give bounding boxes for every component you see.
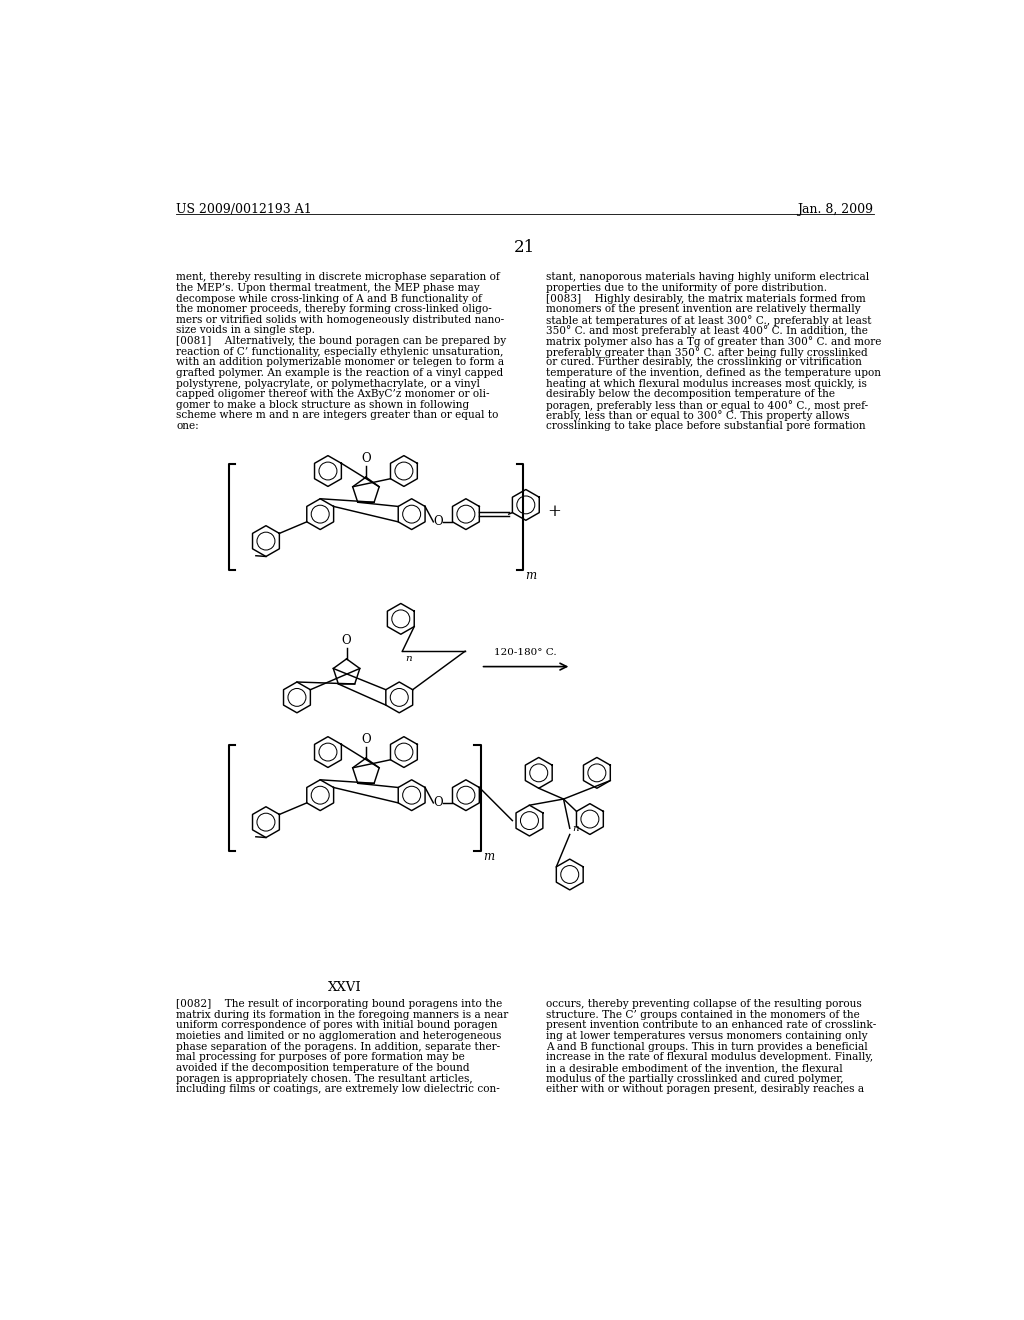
Text: heating at which flexural modulus increases most quickly, is: heating at which flexural modulus increa… [547, 379, 867, 388]
Text: +: + [547, 503, 561, 520]
Text: the MEP’s. Upon thermal treatment, the MEP phase may: the MEP’s. Upon thermal treatment, the M… [176, 282, 479, 293]
Text: O: O [433, 796, 442, 809]
Text: 120-180° C.: 120-180° C. [495, 648, 557, 656]
Text: including films or coatings, are extremely low dielectric con-: including films or coatings, are extreme… [176, 1084, 500, 1094]
Text: [0083]    Highly desirably, the matrix materials formed from: [0083] Highly desirably, the matrix mate… [547, 293, 866, 304]
Text: decompose while cross-linking of A and B functionality of: decompose while cross-linking of A and B… [176, 293, 482, 304]
Text: phase separation of the poragens. In addition, separate ther-: phase separation of the poragens. In add… [176, 1041, 500, 1052]
Text: O: O [361, 451, 371, 465]
Text: or cured. Further desirably, the crosslinking or vitrification: or cured. Further desirably, the crossli… [547, 358, 862, 367]
Text: moieties and limited or no agglomeration and heterogeneous: moieties and limited or no agglomeration… [176, 1031, 502, 1041]
Text: XXVI: XXVI [328, 981, 361, 994]
Text: polystyrene, polyacrylate, or polymethacrylate, or a vinyl: polystyrene, polyacrylate, or polymethac… [176, 379, 480, 388]
Text: occurs, thereby preventing collapse of the resulting porous: occurs, thereby preventing collapse of t… [547, 999, 862, 1010]
Text: O: O [433, 515, 442, 528]
Text: n: n [572, 824, 579, 833]
Text: size voids in a single step.: size voids in a single step. [176, 326, 315, 335]
Text: uniform correspondence of pores with initial bound poragen: uniform correspondence of pores with ini… [176, 1020, 498, 1031]
Text: with an addition polymerizable monomer or telegen to form a: with an addition polymerizable monomer o… [176, 358, 504, 367]
Text: increase in the rate of flexural modulus development. Finally,: increase in the rate of flexural modulus… [547, 1052, 873, 1063]
Text: m: m [483, 850, 494, 863]
Text: desirably below the decomposition temperature of the: desirably below the decomposition temper… [547, 389, 836, 399]
Text: US 2009/0012193 A1: US 2009/0012193 A1 [176, 203, 311, 216]
Text: matrix during its formation in the foregoing manners is a near: matrix during its formation in the foreg… [176, 1010, 508, 1020]
Text: mers or vitrified solids with homogeneously distributed nano-: mers or vitrified solids with homogeneou… [176, 315, 504, 325]
Text: capped oligomer thereof with the AxByC’z monomer or oli-: capped oligomer thereof with the AxByC’z… [176, 389, 489, 399]
Text: crosslinking to take place before substantial pore formation: crosslinking to take place before substa… [547, 421, 866, 432]
Text: stant, nanoporous materials having highly uniform electrical: stant, nanoporous materials having highl… [547, 272, 869, 282]
Text: m: m [525, 569, 537, 582]
Text: one:: one: [176, 421, 199, 432]
Text: the monomer proceeds, thereby forming cross-linked oligo-: the monomer proceeds, thereby forming cr… [176, 304, 492, 314]
Text: in a desirable embodiment of the invention, the flexural: in a desirable embodiment of the inventi… [547, 1063, 843, 1073]
Text: scheme where m and n are integers greater than or equal to: scheme where m and n are integers greate… [176, 411, 499, 421]
Text: [0081]    Alternatively, the bound poragen can be prepared by: [0081] Alternatively, the bound poragen … [176, 337, 506, 346]
Text: n: n [406, 655, 412, 663]
Text: structure. The C’ groups contained in the monomers of the: structure. The C’ groups contained in th… [547, 1010, 860, 1020]
Text: 350° C. and most preferably at least 400° C. In addition, the: 350° C. and most preferably at least 400… [547, 326, 868, 337]
Text: either with or without poragen present, desirably reaches a: either with or without poragen present, … [547, 1084, 864, 1094]
Text: properties due to the uniformity of pore distribution.: properties due to the uniformity of pore… [547, 282, 827, 293]
Text: Jan. 8, 2009: Jan. 8, 2009 [798, 203, 873, 216]
Text: temperature of the invention, defined as the temperature upon: temperature of the invention, defined as… [547, 368, 882, 378]
Text: grafted polymer. An example is the reaction of a vinyl capped: grafted polymer. An example is the react… [176, 368, 504, 378]
Text: matrix polymer also has a Tg of greater than 300° C. and more: matrix polymer also has a Tg of greater … [547, 337, 882, 347]
Text: monomers of the present invention are relatively thermally: monomers of the present invention are re… [547, 304, 861, 314]
Text: poragen, preferably less than or equal to 400° C., most pref-: poragen, preferably less than or equal t… [547, 400, 868, 411]
Text: O: O [342, 634, 351, 647]
Text: A and B functional groups. This in turn provides a beneficial: A and B functional groups. This in turn … [547, 1041, 868, 1052]
Text: erably, less than or equal to 300° C. This property allows: erably, less than or equal to 300° C. Th… [547, 411, 850, 421]
Text: 21: 21 [514, 239, 536, 256]
Text: poragen is appropriately chosen. The resultant articles,: poragen is appropriately chosen. The res… [176, 1073, 473, 1084]
Text: mal processing for purposes of pore formation may be: mal processing for purposes of pore form… [176, 1052, 465, 1063]
Text: modulus of the partially crosslinked and cured polymer,: modulus of the partially crosslinked and… [547, 1073, 844, 1084]
Text: present invention contribute to an enhanced rate of crosslink-: present invention contribute to an enhan… [547, 1020, 877, 1031]
Text: gomer to make a block structure as shown in following: gomer to make a block structure as shown… [176, 400, 469, 411]
Text: [0082]    The result of incorporating bound poragens into the: [0082] The result of incorporating bound… [176, 999, 503, 1010]
Text: stable at temperatures of at least 300° C., preferably at least: stable at temperatures of at least 300° … [547, 315, 872, 326]
Text: preferably greater than 350° C. after being fully crosslinked: preferably greater than 350° C. after be… [547, 347, 868, 358]
Text: reaction of C’ functionality, especially ethylenic unsaturation,: reaction of C’ functionality, especially… [176, 347, 504, 356]
Text: O: O [361, 733, 371, 746]
Text: avoided if the decomposition temperature of the bound: avoided if the decomposition temperature… [176, 1063, 470, 1073]
Text: ment, thereby resulting in discrete microphase separation of: ment, thereby resulting in discrete micr… [176, 272, 500, 282]
Text: ing at lower temperatures versus monomers containing only: ing at lower temperatures versus monomer… [547, 1031, 868, 1041]
